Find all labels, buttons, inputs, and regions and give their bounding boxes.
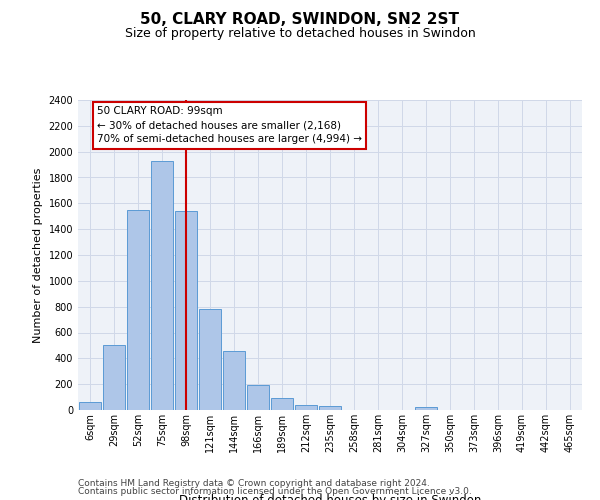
Bar: [175, 211, 197, 410]
Bar: [271, 398, 293, 410]
Bar: [199, 309, 221, 410]
Text: 50 CLARY ROAD: 99sqm
← 30% of detached houses are smaller (2,168)
70% of semi-de: 50 CLARY ROAD: 99sqm ← 30% of detached h…: [97, 106, 362, 144]
Bar: [295, 406, 317, 410]
Text: Size of property relative to detached houses in Swindon: Size of property relative to detached ho…: [125, 28, 475, 40]
Text: Contains public sector information licensed under the Open Government Licence v3: Contains public sector information licen…: [78, 487, 472, 496]
Bar: [79, 402, 101, 410]
Bar: [319, 406, 341, 410]
Bar: [103, 346, 125, 410]
Text: Contains HM Land Registry data © Crown copyright and database right 2024.: Contains HM Land Registry data © Crown c…: [78, 478, 430, 488]
Bar: [415, 408, 437, 410]
Bar: [151, 160, 173, 410]
Y-axis label: Number of detached properties: Number of detached properties: [33, 168, 43, 342]
Text: 50, CLARY ROAD, SWINDON, SN2 2ST: 50, CLARY ROAD, SWINDON, SN2 2ST: [140, 12, 460, 28]
Bar: [127, 210, 149, 410]
Bar: [223, 350, 245, 410]
Bar: [247, 386, 269, 410]
X-axis label: Distribution of detached houses by size in Swindon: Distribution of detached houses by size …: [179, 494, 481, 500]
